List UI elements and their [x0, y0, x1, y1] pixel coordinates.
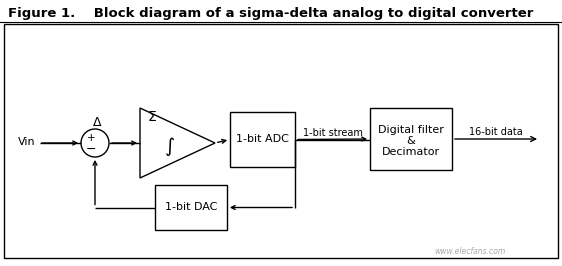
Bar: [4, 24, 558, 258]
Text: Figure 1.    Block diagram of a sigma-delta analog to digital converter: Figure 1. Block diagram of a sigma-delta…: [8, 6, 533, 19]
Text: 16-bit data: 16-bit data: [469, 127, 523, 137]
Text: &: &: [407, 136, 415, 146]
Text: 1-bit ADC: 1-bit ADC: [236, 135, 289, 144]
Circle shape: [81, 129, 109, 157]
Text: Vin: Vin: [18, 137, 35, 147]
Text: Digital filter: Digital filter: [378, 125, 444, 135]
Text: −: −: [86, 143, 96, 156]
Text: ∫: ∫: [165, 136, 175, 156]
Text: Decimator: Decimator: [382, 147, 440, 157]
Bar: [230, 112, 295, 167]
Text: +: +: [87, 133, 96, 143]
Bar: [155, 185, 227, 230]
Text: www.elecfans.com: www.elecfans.com: [434, 247, 506, 256]
Text: 1-bit DAC: 1-bit DAC: [165, 202, 217, 213]
Text: Σ: Σ: [148, 110, 156, 124]
Polygon shape: [140, 108, 215, 178]
Text: Δ: Δ: [93, 115, 101, 128]
Text: 1-bit stream: 1-bit stream: [302, 127, 362, 138]
Bar: [370, 108, 452, 170]
